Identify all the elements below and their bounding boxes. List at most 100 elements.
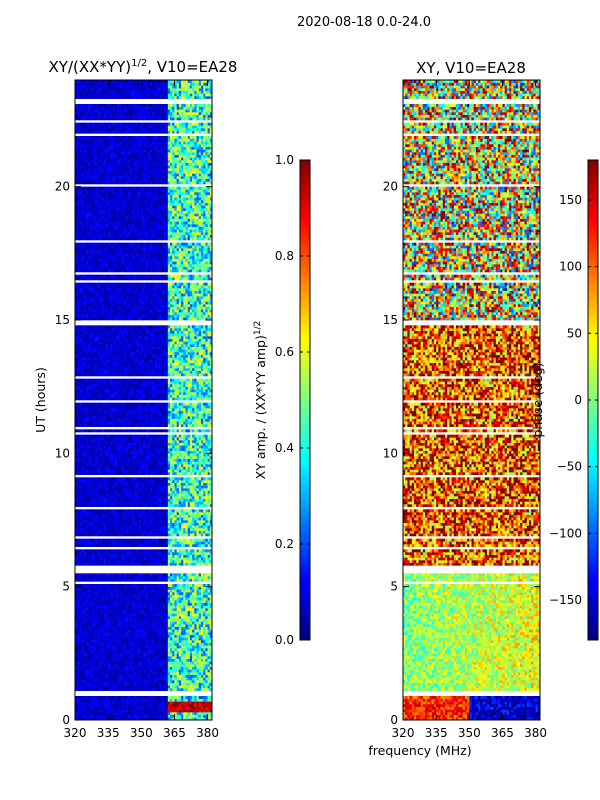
heatmap-cell	[196, 714, 200, 718]
heatmap-cell	[158, 698, 162, 702]
heatmap-cell	[75, 682, 78, 686]
heatmap-cell	[125, 704, 129, 707]
heatmap-cell	[183, 712, 186, 715]
heatmap-cell	[209, 714, 212, 718]
heatmap-cell	[81, 717, 85, 720]
heatmap-cell	[77, 709, 80, 713]
heatmap-cell	[108, 688, 111, 691]
heatmap-cell	[88, 696, 91, 699]
heatmap-cell	[114, 704, 118, 707]
heatmap-cell	[185, 706, 189, 710]
heatmap-cell	[187, 685, 191, 689]
heatmap-cell	[187, 688, 191, 691]
heatmap-cell	[205, 701, 208, 705]
heatmap-cell	[77, 685, 80, 689]
heatmap-cell	[81, 682, 85, 686]
heatmap-cell	[185, 712, 189, 715]
heatmap-cell	[97, 653, 102, 657]
heatmap-cell	[189, 680, 193, 683]
heatmap-cell	[112, 717, 116, 720]
heatmap-cell	[170, 680, 173, 683]
heatmap-cell	[143, 682, 147, 686]
heatmap-cell	[167, 717, 171, 720]
heatmap-cell	[152, 701, 155, 705]
heatmap-cell	[112, 685, 116, 689]
heatmap-cell	[207, 704, 211, 707]
heatmap-cell	[145, 685, 149, 689]
heatmap-cell	[121, 490, 127, 494]
heatmap-cell	[163, 552, 169, 555]
heatmap-cell	[132, 680, 136, 683]
heatmap-cell	[198, 706, 202, 710]
heatmap-cell	[81, 688, 85, 691]
heatmap-cell	[86, 714, 89, 718]
heatmap-cell	[97, 717, 100, 720]
heatmap-cell	[97, 698, 100, 702]
heatmap-cell	[200, 706, 204, 710]
heatmap-cell	[97, 709, 100, 713]
heatmap-cell	[170, 714, 173, 718]
heatmap-cell	[181, 714, 184, 718]
heatmap-cell	[77, 701, 80, 705]
heatmap-cell	[194, 688, 197, 691]
heatmap-cell	[152, 696, 155, 699]
heatmap-cell	[90, 709, 94, 713]
heatmap-cell	[121, 680, 125, 683]
heatmap-cell	[83, 680, 87, 683]
heatmap-cell	[200, 688, 204, 691]
heatmap-cell	[185, 717, 189, 720]
heatmap-cell	[141, 701, 144, 705]
heatmap-cell	[75, 709, 78, 713]
heatmap-cell	[99, 530, 105, 534]
heatmap-cell	[145, 709, 149, 713]
heatmap-cell	[101, 709, 105, 713]
heatmap-cell	[86, 717, 89, 720]
heatmap-cell	[154, 696, 158, 699]
heatmap-cell	[79, 701, 83, 705]
heatmap-cell	[99, 677, 102, 681]
heatmap-cell	[200, 685, 204, 689]
heatmap-cell	[189, 712, 193, 715]
heatmap-cell	[125, 701, 129, 705]
heatmap-cell	[181, 696, 184, 699]
heatmap-cell	[181, 717, 184, 720]
heatmap-cell	[103, 712, 107, 715]
heatmap-cell	[101, 682, 105, 686]
heatmap-cell	[207, 701, 211, 705]
heatmap-cell	[156, 685, 160, 689]
heatmap-cell	[108, 685, 111, 689]
heatmap-cell	[167, 682, 171, 686]
heatmap-cell	[185, 685, 189, 689]
heatmap-cell	[145, 498, 151, 502]
heatmap-cell	[77, 706, 80, 710]
heatmap-cell	[152, 680, 155, 683]
heatmap-cell	[119, 688, 122, 691]
heatmap-cell	[163, 688, 166, 691]
heatmap-cell	[110, 706, 113, 710]
heatmap-cell	[75, 688, 78, 691]
heatmap-cell	[103, 677, 107, 681]
heatmap-cell	[158, 696, 162, 699]
heatmap-cell	[128, 701, 131, 705]
heatmap-cell	[110, 682, 113, 686]
heatmap-cell	[92, 677, 96, 681]
heatmap-cell	[97, 696, 100, 699]
heatmap-cell	[83, 706, 87, 710]
heatmap-cell	[167, 709, 171, 713]
heatmap-cell	[136, 685, 140, 689]
heatmap-cell	[203, 712, 206, 715]
heatmap-cell	[86, 706, 89, 710]
heatmap-cell	[145, 712, 149, 715]
heatmap-cell	[205, 680, 208, 683]
heatmap-cell	[183, 709, 186, 713]
heatmap-cell	[209, 688, 212, 691]
heatmap-cell	[83, 677, 87, 681]
heatmap-cell	[110, 677, 113, 681]
heatmap-cell	[187, 696, 191, 699]
heatmap-cell	[119, 717, 122, 720]
heatmap-cell	[77, 698, 80, 702]
heatmap-cell	[152, 682, 155, 686]
heatmap-cell	[192, 688, 195, 691]
heatmap-cell	[145, 578, 151, 582]
heatmap-cell	[194, 714, 197, 718]
